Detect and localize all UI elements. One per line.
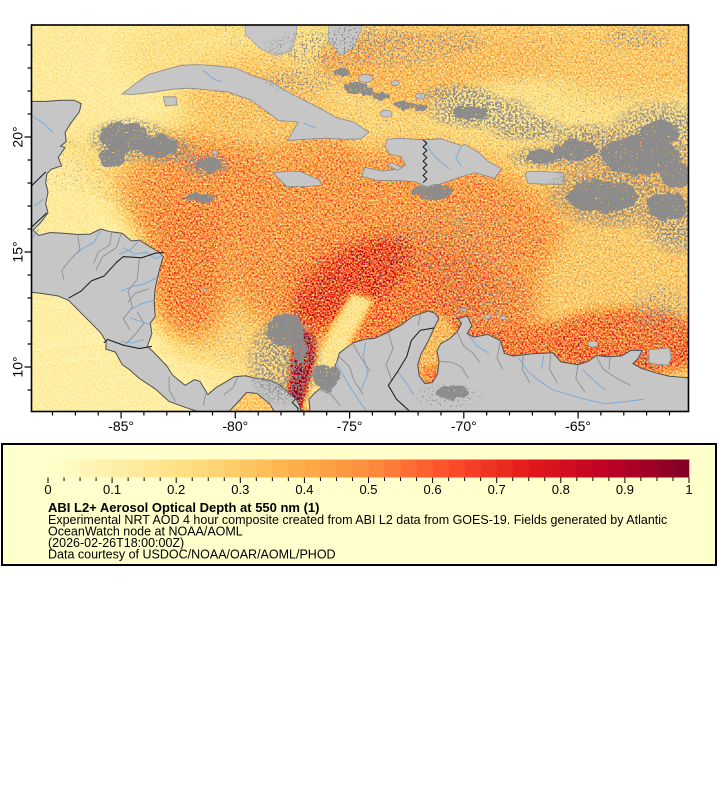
svg-text:-70°: -70° [451, 418, 477, 434]
svg-text:0.3: 0.3 [231, 482, 249, 497]
svg-text:1: 1 [685, 482, 692, 497]
svg-text:Experimental NRT AOD 4 hour co: Experimental NRT AOD 4 hour composite cr… [48, 513, 667, 527]
svg-text:-75°: -75° [337, 418, 363, 434]
svg-text:0.8: 0.8 [552, 482, 570, 497]
svg-text:Data courtesy of USDOC/NOAA/OA: Data courtesy of USDOC/NOAA/OAR/AOML/PHO… [48, 548, 336, 562]
svg-text:15°: 15° [10, 241, 26, 262]
svg-text:ABI L2+ Aerosol Optical Depth: ABI L2+ Aerosol Optical Depth at 550 nm … [48, 500, 320, 515]
svg-text:0.5: 0.5 [359, 482, 377, 497]
svg-text:-85°: -85° [108, 418, 134, 434]
svg-text:0.9: 0.9 [616, 482, 634, 497]
svg-text:0.7: 0.7 [488, 482, 506, 497]
svg-text:0.1: 0.1 [103, 482, 121, 497]
svg-text:20°: 20° [10, 126, 26, 147]
svg-text:0.2: 0.2 [167, 482, 185, 497]
svg-text:0: 0 [44, 482, 51, 497]
svg-text:-65°: -65° [565, 418, 591, 434]
svg-text:0.6: 0.6 [424, 482, 442, 497]
svg-text:(2026-02-26T18:00:00Z): (2026-02-26T18:00:00Z) [48, 536, 184, 550]
svg-text:-80°: -80° [222, 418, 248, 434]
svg-text:10°: 10° [10, 356, 26, 377]
svg-text:OceanWatch node at NOAA/AOML: OceanWatch node at NOAA/AOML [48, 525, 243, 539]
svg-text:0.4: 0.4 [295, 482, 313, 497]
